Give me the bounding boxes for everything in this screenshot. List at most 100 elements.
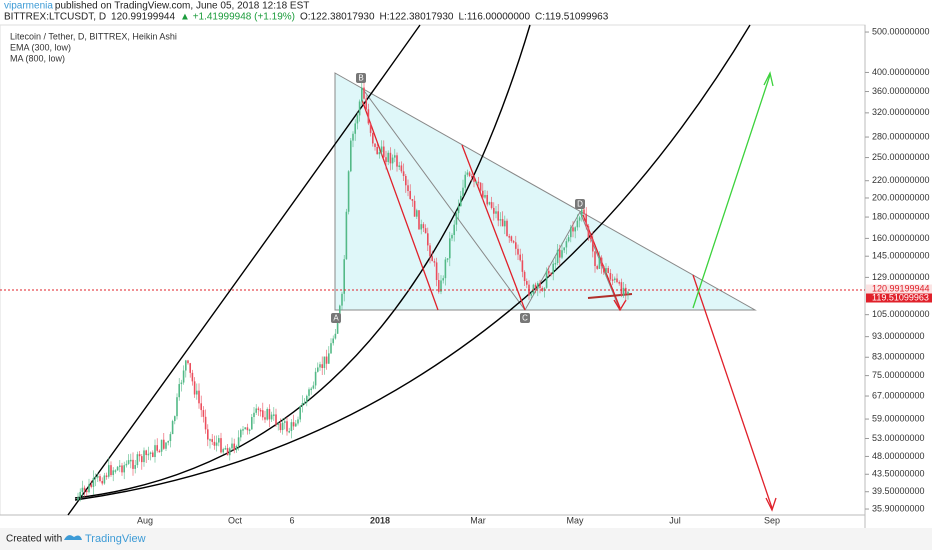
candle <box>213 441 216 446</box>
candle <box>418 210 420 230</box>
time-label: Mar <box>470 515 486 525</box>
candle <box>325 356 328 364</box>
candle <box>488 202 491 205</box>
candle <box>576 220 579 228</box>
price-label: 83.00000000 <box>872 352 925 362</box>
candle <box>607 268 609 274</box>
candle <box>574 227 576 232</box>
candle <box>158 450 161 453</box>
candle <box>105 475 108 477</box>
candle <box>319 364 321 368</box>
candle <box>270 414 273 420</box>
time-label: Oct <box>228 515 243 525</box>
candle <box>167 441 169 443</box>
footer-bar <box>0 528 932 550</box>
candle <box>600 257 603 267</box>
candle <box>592 239 594 252</box>
candle <box>237 437 240 447</box>
candle <box>321 364 323 368</box>
candle <box>204 416 207 430</box>
price-label: 53.00000000 <box>872 433 925 443</box>
candle <box>442 278 444 281</box>
candle <box>136 454 139 466</box>
price-label: 500.00000000 <box>872 26 930 36</box>
candle <box>251 417 253 430</box>
legend-item: Litecoin / Tether, D, BITTREX, Heikin As… <box>10 31 177 41</box>
candle <box>541 287 543 291</box>
candle <box>314 371 317 386</box>
candle <box>570 227 572 238</box>
candle <box>218 438 220 443</box>
header-published: published on TradingView.com, June 05, 2… <box>55 1 309 12</box>
candle <box>367 109 370 124</box>
candle <box>182 370 185 383</box>
candle <box>347 171 350 212</box>
arc <box>67 24 421 516</box>
candle <box>572 227 574 232</box>
candle <box>130 459 132 462</box>
candle <box>523 271 526 282</box>
header-symbol: BITTREX:LTCUSDT, D <box>4 12 106 23</box>
candle <box>202 410 205 417</box>
candle <box>160 439 163 452</box>
price-label: 360.00000000 <box>872 86 930 96</box>
candle <box>92 477 95 487</box>
point-badge <box>520 313 530 323</box>
candle <box>222 449 224 453</box>
candle <box>587 226 590 238</box>
candle <box>127 460 130 464</box>
candle <box>303 402 306 404</box>
candle <box>301 403 304 407</box>
price-label: 320.00000000 <box>872 107 930 117</box>
candle <box>211 439 213 442</box>
candle <box>396 155 398 167</box>
candle <box>548 270 550 274</box>
candle <box>123 465 125 473</box>
candle <box>180 382 183 385</box>
candle <box>473 177 475 182</box>
candle <box>248 429 251 431</box>
candle <box>233 443 235 451</box>
candle <box>530 293 532 296</box>
candle <box>517 248 519 255</box>
candle <box>504 220 506 227</box>
candle <box>400 165 403 172</box>
candle <box>486 195 488 205</box>
candle <box>444 259 447 279</box>
candle <box>99 476 101 481</box>
candle <box>286 421 288 432</box>
price-label: 75.00000000 <box>872 370 925 380</box>
candle <box>149 452 152 455</box>
candle <box>431 256 433 262</box>
candle <box>510 236 513 242</box>
candle <box>438 280 440 292</box>
candle <box>141 456 143 463</box>
candle <box>464 174 466 188</box>
candle <box>176 397 178 417</box>
candle <box>409 191 411 200</box>
candle <box>358 101 361 116</box>
candle <box>380 146 383 153</box>
candle <box>103 475 106 484</box>
candle <box>471 175 473 178</box>
candle <box>499 219 502 221</box>
candle <box>479 182 482 191</box>
candle <box>281 422 284 431</box>
candle <box>585 213 587 227</box>
candle <box>215 442 218 446</box>
price-tag <box>866 293 932 303</box>
footer-created: Created with <box>6 534 62 545</box>
header-author: viparmenia <box>4 1 53 12</box>
candle <box>405 175 407 186</box>
candle <box>94 477 97 479</box>
price-label: 280.00000000 <box>872 131 930 141</box>
candle <box>433 261 436 263</box>
candle <box>97 476 99 478</box>
candle <box>308 389 310 396</box>
candle <box>581 209 583 218</box>
candle <box>561 250 563 258</box>
candle <box>273 414 275 416</box>
candle <box>231 443 233 449</box>
candle <box>625 287 627 294</box>
candle <box>385 157 387 163</box>
